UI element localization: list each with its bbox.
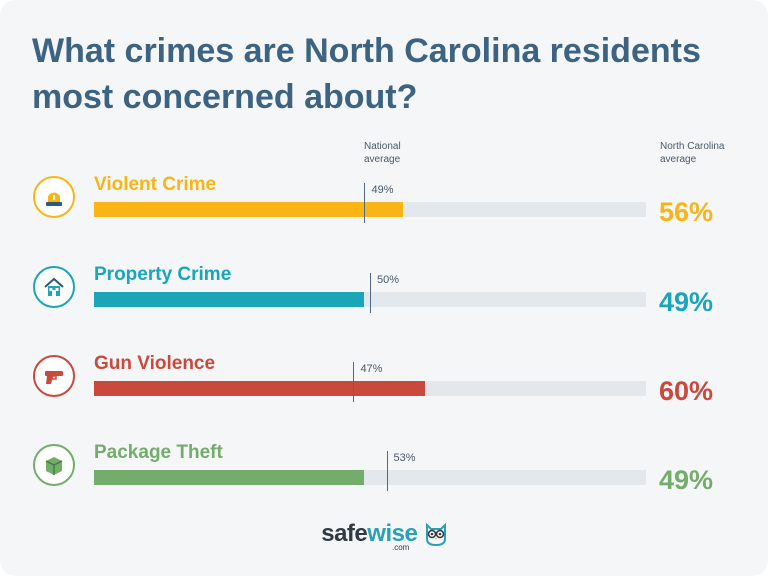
national-average-marker <box>364 183 366 223</box>
chart-title: What crimes are North Carolina residents… <box>32 32 701 116</box>
category-label: Property Crime <box>94 264 232 285</box>
state-average-value: 56% <box>659 197 714 227</box>
state-bar <box>94 470 365 485</box>
national-average-label: 50% <box>377 274 400 286</box>
national-average-header: National average <box>364 141 401 165</box>
bar-track <box>94 202 646 217</box>
logo-wise: wise <box>367 520 418 547</box>
siren-icon <box>33 176 75 218</box>
national-average-marker <box>353 362 355 402</box>
gun-icon <box>33 355 75 397</box>
logo-domain: .com <box>392 543 410 552</box>
chart-row: Property Crime 50% 49% <box>0 260 768 340</box>
national-average-label: 47% <box>360 363 383 375</box>
house-icon <box>33 266 75 308</box>
owl-icon <box>425 522 446 547</box>
state-average-header: North Carolina average <box>660 141 725 165</box>
state-bar <box>94 381 426 396</box>
package-icon <box>33 444 75 486</box>
bar-track <box>94 470 646 485</box>
logo-wordmark: safewise <box>321 520 418 548</box>
logo-safe: safe <box>321 520 368 547</box>
state-average-value: 49% <box>659 465 714 495</box>
state-average-value: 60% <box>659 376 714 406</box>
category-label: Gun Violence <box>94 353 216 374</box>
chart-row: Violent Crime 49% 56% <box>0 170 768 250</box>
national-average-label: 53% <box>393 452 416 464</box>
national-average-marker <box>386 451 388 491</box>
state-average-value: 49% <box>659 287 714 317</box>
bar-track <box>94 381 646 396</box>
national-average-marker <box>370 273 371 313</box>
category-label: Package Theft <box>94 442 223 463</box>
state-bar <box>94 202 404 217</box>
national-average-label: 49% <box>371 184 394 196</box>
chart-row: Package Theft 53% 49% <box>0 438 768 518</box>
safewise-logo: safewise .com <box>0 520 768 554</box>
chart-row: Gun Violence 47% 60% <box>0 349 768 429</box>
state-bar <box>94 292 365 307</box>
category-label: Violent Crime <box>94 174 217 195</box>
